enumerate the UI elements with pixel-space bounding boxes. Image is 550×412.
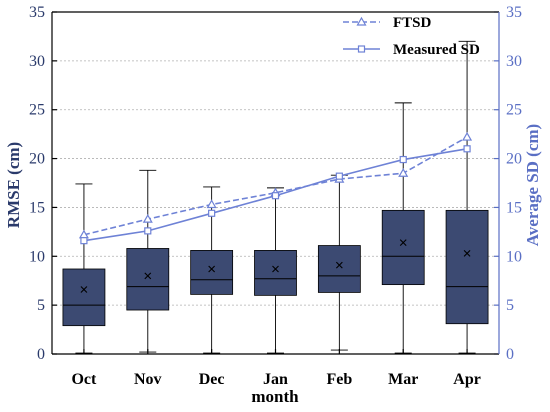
box-Oct bbox=[62, 268, 106, 327]
legend-msd-marker bbox=[357, 45, 366, 53]
box-Jan bbox=[254, 250, 297, 296]
box-Mar bbox=[381, 209, 425, 286]
point-ftsd-Mar bbox=[398, 168, 409, 177]
y-tick-label-left-5: 5 bbox=[37, 297, 45, 314]
mean-marker-b-Apr bbox=[463, 249, 471, 257]
point-measured-sd-Feb bbox=[335, 172, 343, 180]
point-measured-sd-Nov bbox=[144, 227, 152, 235]
axes bbox=[51, 11, 500, 355]
mean-marker-b-Dec bbox=[208, 265, 216, 273]
x-tick-label-Feb: Feb bbox=[326, 371, 352, 388]
x-tick-label-Mar: Mar bbox=[388, 371, 418, 388]
x-tick-label-Jan: Jan bbox=[263, 371, 288, 388]
point-measured-sd-Jan bbox=[271, 192, 280, 200]
y-tick-label-right-30: 30 bbox=[506, 53, 522, 70]
y-tick-label-right-35: 35 bbox=[506, 4, 522, 21]
box-plots bbox=[62, 40, 489, 354]
x-tick-label-Nov: Nov bbox=[134, 371, 162, 388]
point-measured-sd-Apr bbox=[463, 145, 471, 153]
legend-ftsd-label: FTSD bbox=[393, 15, 432, 31]
box-Dec bbox=[190, 250, 234, 295]
y-tick-label-right-5: 5 bbox=[506, 297, 514, 314]
mean-marker-b-Feb bbox=[335, 261, 343, 269]
legend-msd-label: Measured SD bbox=[393, 42, 480, 58]
box-Apr bbox=[445, 209, 489, 325]
y-tick-label-left-20: 20 bbox=[29, 151, 45, 168]
mean-marker-b-Jan bbox=[272, 265, 279, 273]
point-ftsd-Nov bbox=[142, 213, 153, 223]
y-tick-label-right-0: 0 bbox=[506, 346, 514, 363]
x-tick-label-Apr: Apr bbox=[453, 371, 481, 388]
box-Nov bbox=[126, 248, 170, 311]
y-tick-label-left-25: 25 bbox=[29, 102, 45, 119]
y-tick-label-left-0: 0 bbox=[37, 346, 45, 363]
y-tick-label-right-25: 25 bbox=[506, 102, 522, 119]
y-tick-label-right-20: 20 bbox=[506, 151, 522, 168]
y-tick-label-right-15: 15 bbox=[506, 199, 522, 216]
point-ftsd-Dec bbox=[206, 199, 217, 209]
legend: FTSD Measured SD bbox=[343, 15, 480, 58]
y-tick-label-left-10: 10 bbox=[29, 248, 45, 265]
point-measured-sd-Mar bbox=[399, 155, 407, 164]
point-measured-sd-Dec bbox=[208, 209, 216, 217]
box-Feb bbox=[317, 245, 361, 293]
point-ftsd-Apr bbox=[462, 131, 473, 141]
y-axis-label-left: RMSE (cm) bbox=[4, 142, 23, 228]
y-tick-label-right-10: 10 bbox=[506, 248, 522, 265]
legend-ftsd-marker bbox=[356, 16, 367, 26]
y-axis-label-right: Average SD (cm) bbox=[523, 124, 542, 246]
point-measured-sd-Oct bbox=[80, 237, 88, 245]
tick-labels: 0 0 5 5 10 10 15 15 20 20 25 25 30 30 35 35 Oct Nov Dec Jan… bbox=[29, 4, 522, 388]
mean-marker-b-Oct bbox=[80, 286, 88, 293]
x-tick-label-Oct: Oct bbox=[71, 371, 97, 388]
y-tick-label-left-35: 35 bbox=[29, 4, 45, 21]
x-axis-label: month bbox=[251, 387, 299, 406]
y-tick-label-left-30: 30 bbox=[29, 53, 45, 70]
mean-marker-b-Nov bbox=[144, 272, 152, 280]
sd-lines bbox=[78, 131, 473, 245]
x-tick-label-Dec: Dec bbox=[199, 371, 225, 388]
y-tick-label-left-15: 15 bbox=[29, 199, 45, 216]
mean-marker-b-Mar bbox=[399, 239, 407, 246]
